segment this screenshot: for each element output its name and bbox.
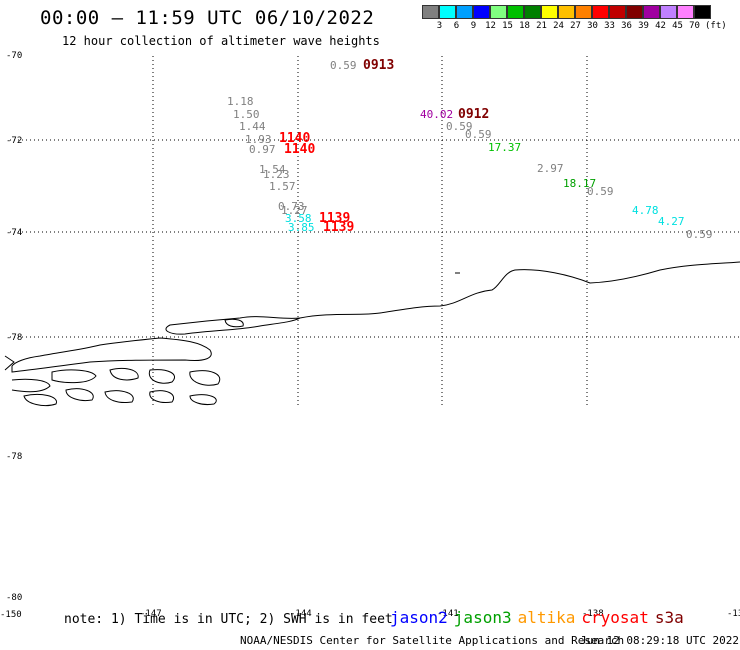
legend-unit: (ft) xyxy=(705,21,727,31)
legend-swatch xyxy=(439,5,456,19)
latitude-label: -70 xyxy=(6,51,22,61)
legend-label: 30 xyxy=(587,21,598,31)
legend-label: 9 xyxy=(470,21,477,31)
legend-swatch xyxy=(558,5,575,19)
wave-height-label: 0.59 xyxy=(465,128,492,141)
pass-time-label: 1140 xyxy=(284,142,315,157)
axis-labels: -70 -72 -74 -78 -78 -80 -150 -147 -144 -141 -138 -1… xyxy=(0,51,740,620)
legend-label: 33 xyxy=(604,21,615,31)
pass-time-label: 1139 xyxy=(319,211,350,226)
pass-time-label: 1140 xyxy=(279,131,310,146)
satellite-name: cryosat xyxy=(581,608,649,627)
wave-height-label: 4.78 xyxy=(632,204,659,217)
wave-height-label: 1.27 xyxy=(281,204,308,217)
wave-height-label: 1.54 xyxy=(259,163,286,176)
wave-height-label: 0.59 xyxy=(686,228,713,241)
legend-swatch xyxy=(592,5,609,19)
legend-swatch xyxy=(490,5,507,19)
wave-height-label: 0.59 xyxy=(330,59,357,72)
satellite-name: jason2 xyxy=(390,608,448,627)
wave-height-label: 1.44 xyxy=(239,120,266,133)
latitude-label: -80 xyxy=(6,593,22,603)
legend-swatch xyxy=(609,5,626,19)
legend-label: 70 xyxy=(689,21,700,31)
legend-label: 39 xyxy=(638,21,649,31)
legend-swatch xyxy=(660,5,677,19)
legend-label: 21 xyxy=(536,21,547,31)
legend-label: 36 xyxy=(621,21,632,31)
wave-height-label: 1.23 xyxy=(263,168,290,181)
wave-height-label: 3.85 xyxy=(288,221,315,234)
legend-swatch xyxy=(541,5,558,19)
wave-height-label: 0.97 xyxy=(249,143,276,156)
graticule xyxy=(10,56,740,405)
satellite-name: altika xyxy=(517,608,576,627)
legend-label: 27 xyxy=(570,21,581,31)
legend-swatch xyxy=(575,5,592,19)
wave-height-label: 2.97 xyxy=(537,162,564,175)
satellite-name: s3a xyxy=(654,608,684,627)
legend-label: 12 xyxy=(485,21,496,31)
latitude-label: -78 xyxy=(6,333,22,343)
map-title: 00:00 – 11:59 UTC 06/10/2022 xyxy=(40,7,375,29)
legend-label: 6 xyxy=(453,21,460,31)
legend-label: 24 xyxy=(553,21,564,31)
longitude-label: -141 xyxy=(437,609,459,619)
longitude-label: -144 xyxy=(290,609,312,619)
legend-swatch xyxy=(507,5,524,19)
coastline xyxy=(4,261,740,407)
legend-swatch xyxy=(694,5,711,19)
longitude-label: -138 xyxy=(582,609,604,619)
legend-swatch xyxy=(473,5,490,19)
wave-height-label: 40.02 xyxy=(420,108,453,121)
latitude-label: -74 xyxy=(6,228,22,238)
color-scale-legend xyxy=(422,5,711,19)
legend-swatch xyxy=(643,5,660,19)
wave-height-label: 17.37 xyxy=(488,141,521,154)
wave-height-label: 1.93 xyxy=(245,133,272,146)
legend-swatch xyxy=(524,5,541,19)
satellite-legend: jason2 jason3 altika cryosat s3a xyxy=(390,608,690,627)
legend-label: 45 xyxy=(672,21,683,31)
legend-swatch xyxy=(677,5,694,19)
legend-swatch xyxy=(456,5,473,19)
wave-height-label: 18.17 xyxy=(563,177,596,190)
generated-timestamp: Jun 12 08:29:18 UTC 2022 xyxy=(580,634,739,647)
latitude-label: -72 xyxy=(6,136,22,146)
legend-label: 42 xyxy=(655,21,666,31)
wave-height-label: 1.18 xyxy=(227,95,254,108)
longitude-label: -150 xyxy=(0,610,22,620)
longitude-label: -147 xyxy=(140,609,162,619)
credit-line: NOAA/NESDIS Center for Satellite Applica… xyxy=(240,634,625,647)
legend-label: 15 xyxy=(502,21,513,31)
legend-swatch xyxy=(626,5,643,19)
pass-time-label: 0913 xyxy=(363,58,394,73)
color-scale-labels: 3 6 9 12 15 18 21 24 27 30 33 36 39 42 45 70 (ft) xyxy=(422,21,727,31)
legend-label: 3 xyxy=(436,21,443,31)
wave-height-label: 1.57 xyxy=(269,180,296,193)
wave-height-label: 4.27 xyxy=(658,215,685,228)
observation-labels: 0.59 09131.181.501.441.930.97114011401.54… xyxy=(227,58,713,241)
longitude-label: -13 xyxy=(727,609,740,619)
wave-height-label: 3.58 xyxy=(285,212,312,225)
wave-height-label: 0.59 xyxy=(587,185,614,198)
footnote: note: 1) Time is in UTC; 2) SWH is in fe… xyxy=(64,612,393,627)
legend-label: 18 xyxy=(519,21,530,31)
pass-time-label: 1139 xyxy=(323,220,354,235)
wave-height-label: 0.73 xyxy=(278,200,305,213)
latitude-label: -78 xyxy=(6,452,22,462)
satellite-name: jason3 xyxy=(453,608,512,627)
pass-time-label: 0912 xyxy=(458,107,489,122)
legend-swatch xyxy=(422,5,439,19)
map-subtitle: 12 hour collection of altimeter wave hei… xyxy=(62,34,380,48)
wave-height-label: 1.50 xyxy=(233,108,260,121)
wave-height-label: 0.59 xyxy=(446,120,473,133)
